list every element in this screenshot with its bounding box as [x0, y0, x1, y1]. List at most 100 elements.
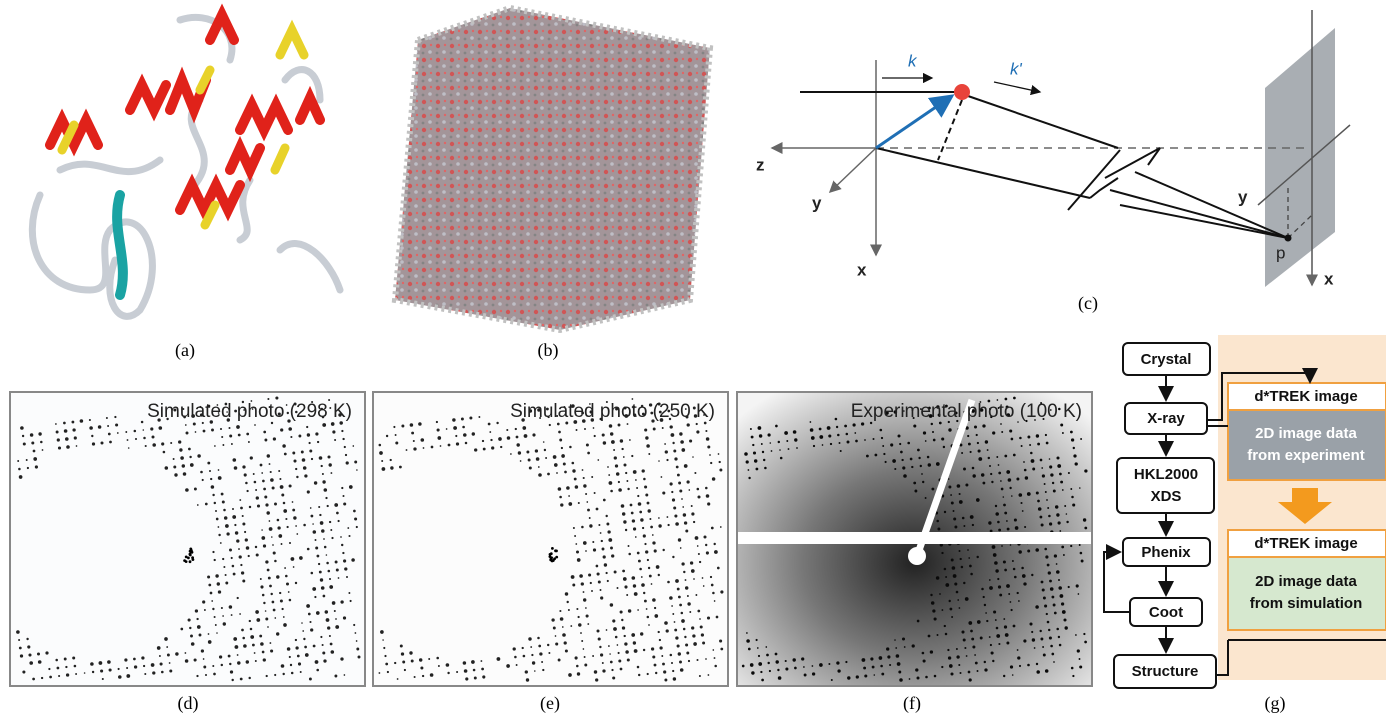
diffraction-spot	[402, 661, 405, 664]
diffraction-spot	[981, 473, 984, 476]
diffraction-spot	[218, 526, 220, 528]
diffraction-spot	[1038, 507, 1042, 511]
diffraction-spot	[1020, 502, 1022, 504]
diffraction-spot	[1027, 436, 1030, 439]
diffraction-spot	[665, 450, 668, 453]
diffraction-spot	[471, 660, 475, 664]
diffraction-spot	[586, 444, 589, 447]
diffraction-spot	[611, 669, 613, 671]
diffraction-spot	[625, 472, 627, 474]
diffraction-spot	[583, 541, 587, 545]
diffraction-spot	[279, 592, 281, 594]
panel-label: (a)	[175, 340, 195, 361]
diffraction-spot	[606, 523, 609, 526]
diffraction-spot	[291, 557, 295, 561]
diffraction-spot	[64, 429, 68, 433]
diffraction-spot	[584, 428, 586, 430]
diffraction-spot	[263, 602, 265, 604]
diffraction-spot	[309, 450, 312, 453]
diffraction-spot	[345, 454, 347, 456]
diffraction-spot	[666, 459, 668, 461]
diffraction-spot	[325, 610, 328, 613]
diffraction-spot	[933, 439, 936, 442]
diffraction-spot	[666, 629, 669, 632]
diffraction-spot	[712, 477, 716, 481]
diffraction-spot	[358, 656, 361, 659]
diffraction-spot	[711, 584, 714, 587]
diffraction-spot	[298, 435, 301, 438]
diffraction-spot	[949, 608, 952, 611]
diffraction-spot	[295, 646, 298, 649]
diffraction-spot	[909, 678, 911, 680]
diffraction-spot	[316, 669, 319, 672]
diffraction-spot	[322, 473, 324, 475]
diffraction-spot	[401, 425, 404, 428]
diffraction-spot	[598, 524, 600, 526]
diffraction-spot	[637, 495, 639, 497]
diffraction-spot	[951, 502, 954, 505]
diffraction-spot	[397, 678, 399, 680]
diffraction-spot	[796, 447, 798, 449]
diffraction-spot	[1049, 636, 1052, 639]
diffraction-spot	[218, 476, 222, 480]
diffraction-spot	[879, 429, 882, 432]
diffraction-spot	[953, 517, 956, 520]
diffraction-spot	[644, 428, 647, 431]
diffraction-spot	[115, 423, 118, 426]
diffraction-spot	[341, 544, 343, 546]
diffraction-spot	[1002, 496, 1004, 498]
diffraction-spot	[695, 536, 699, 540]
diffraction-spot	[976, 434, 978, 436]
diffraction-spot	[559, 610, 561, 612]
diffraction-spot	[58, 446, 61, 449]
diffraction-spot	[253, 473, 255, 475]
diffraction-spot	[761, 443, 763, 445]
diffraction-spot	[626, 480, 628, 482]
diffraction-spot	[1045, 491, 1047, 493]
diffraction-spot	[1029, 444, 1031, 446]
diffraction-spot	[1068, 586, 1070, 588]
diffraction-spot	[996, 634, 1000, 638]
diffraction-spot	[215, 624, 217, 626]
diffraction-spot	[944, 568, 947, 571]
diffraction-spot	[472, 432, 475, 435]
diffraction-spot	[401, 652, 404, 655]
diffraction-spot	[446, 428, 448, 430]
diffraction-spot	[319, 571, 322, 574]
diffraction-spot	[143, 665, 145, 667]
diffraction-spot	[306, 604, 310, 608]
diffraction-spot	[583, 477, 585, 479]
protein-ribbon	[32, 15, 340, 316]
diffraction-spot	[644, 485, 647, 488]
diffraction-spot	[1009, 487, 1011, 489]
diffraction-spot	[92, 671, 94, 673]
diffraction-spot	[636, 487, 638, 489]
diffraction-spot	[973, 474, 976, 477]
diffraction-spot	[406, 449, 408, 451]
diffraction-spot	[593, 427, 595, 429]
diffraction-spot	[704, 422, 707, 425]
diffraction-spot	[793, 430, 797, 434]
image-body: 2D image data	[1255, 425, 1357, 442]
diffraction-spot	[947, 649, 949, 651]
diffraction-spot	[962, 517, 965, 520]
diffraction-spot	[242, 522, 245, 525]
diffraction-spot	[456, 442, 459, 445]
diffraction-spot	[270, 593, 272, 595]
diffraction-spot	[1004, 625, 1007, 628]
photo-frame	[10, 392, 365, 686]
diffraction-spot	[1049, 522, 1052, 525]
diffraction-spot	[839, 442, 841, 444]
diffraction-spot	[1083, 518, 1086, 521]
diffraction-spot	[496, 422, 498, 424]
diffraction-spot	[611, 554, 614, 557]
diffraction-spot	[538, 473, 542, 477]
image-body: from experiment	[1247, 447, 1365, 464]
diffraction-spot	[1079, 665, 1082, 668]
diffraction-spot	[233, 637, 237, 641]
diffraction-spot	[925, 676, 928, 679]
diffraction-spot	[1080, 438, 1082, 440]
diffraction-spot	[963, 525, 965, 527]
diffraction-spot	[246, 490, 248, 492]
diffraction-spot	[343, 502, 346, 505]
